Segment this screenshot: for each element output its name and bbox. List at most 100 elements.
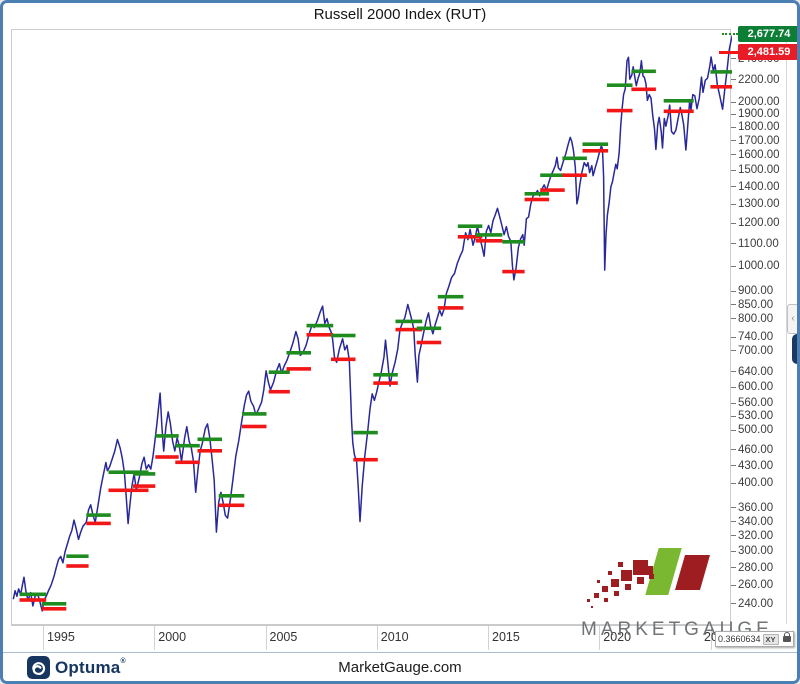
- green-level-line: [631, 69, 656, 74]
- red-level-line: [631, 87, 656, 92]
- price-axis-label: 850.00: [731, 299, 773, 312]
- price-axis-label: 430.00: [731, 460, 773, 473]
- time-axis-tick: [154, 626, 156, 650]
- red-level-line: [395, 327, 423, 332]
- panel-collapse-button[interactable]: ‹: [787, 304, 797, 334]
- axis-tick-mark: [731, 535, 736, 537]
- axis-tick-mark: [731, 603, 736, 605]
- price-chart-canvas[interactable]: [12, 30, 732, 626]
- green-level-line: [286, 351, 311, 355]
- price-axis-label: 600.00: [731, 381, 773, 394]
- green-level-line: [66, 554, 89, 558]
- red-level-line: [86, 521, 111, 526]
- logo-pixel-square: [594, 593, 599, 598]
- logo-pixel-square: [621, 570, 632, 581]
- axis-tick-mark: [731, 350, 736, 352]
- green-level-line: [502, 240, 525, 244]
- lock-icon[interactable]: [782, 632, 791, 642]
- price-axis-label: 1200.00: [731, 217, 780, 230]
- chart-title: Russell 2000 Index (RUT): [313, 6, 487, 23]
- price-axis-label: 700.00: [731, 345, 773, 358]
- time-axis-label: 2000: [158, 630, 187, 644]
- xy-mode-button[interactable]: XY: [762, 633, 779, 645]
- axis-tick-mark: [731, 290, 736, 292]
- green-level-line: [416, 326, 442, 331]
- logo-pixel-square: [618, 562, 623, 567]
- price-axis-label: 500.00: [731, 424, 773, 437]
- price-axis-label: 280.00: [731, 562, 773, 575]
- red-level-line: [218, 503, 245, 508]
- red-level-line: [524, 197, 550, 202]
- green-level-line: [562, 156, 587, 161]
- time-axis-tick: [265, 626, 267, 650]
- logo-pixel-square: [608, 571, 612, 575]
- green-level-line: [475, 233, 503, 237]
- axis-tick-mark: [731, 482, 736, 484]
- green-level-line: [606, 83, 633, 87]
- logo-pixel-square: [604, 598, 608, 602]
- price-axis-label: 2000.00: [731, 96, 780, 109]
- logo-pixel-square: [644, 566, 653, 575]
- green-level-line: [41, 602, 67, 606]
- green-level-line: [242, 412, 267, 416]
- optuma-logo: Optuma®: [27, 656, 126, 679]
- time-axis-label: 1995: [47, 630, 75, 644]
- last-price-badge: 2,677.74: [738, 26, 797, 43]
- price-axis[interactable]: 2400.002200.002000.001900.001800.001700.…: [731, 29, 797, 625]
- axis-tick-mark: [731, 584, 736, 586]
- logo-pixel-square: [649, 574, 654, 579]
- price-axis-label: 260.00: [731, 579, 773, 592]
- axis-tick-mark: [731, 58, 736, 60]
- logo-pixel-square: [602, 586, 608, 592]
- price-axis-label: 900.00: [731, 285, 773, 298]
- green-level-line: [373, 373, 398, 377]
- red-level-line: [373, 381, 398, 385]
- axis-tick-mark: [731, 140, 736, 142]
- green-level-line: [331, 333, 356, 338]
- green-level-line: [197, 437, 222, 442]
- red-level-line: [475, 239, 503, 243]
- footer: Optuma® MarketGauge.com: [3, 653, 797, 681]
- axis-tick-mark: [731, 243, 736, 245]
- red-level-line: [710, 85, 732, 89]
- footer-site-text: MarketGauge.com: [338, 659, 462, 676]
- scrollbar-thumb[interactable]: [792, 334, 797, 364]
- price-axis-label: 640.00: [731, 366, 773, 379]
- price-axis-label: 400.00: [731, 477, 773, 490]
- price-axis-label: 2200.00: [731, 74, 780, 87]
- time-axis-label: 2015: [492, 630, 520, 644]
- axis-tick-mark: [731, 415, 736, 417]
- red-level-line: [502, 269, 525, 274]
- time-axis-tick: [43, 626, 44, 650]
- price-axis-label: 1400.00: [731, 181, 780, 194]
- axis-tick-mark: [731, 386, 736, 388]
- green-level-line: [540, 173, 565, 177]
- axis-tick-mark: [731, 318, 736, 320]
- green-level-line: [395, 319, 423, 324]
- red-level-line: [606, 108, 633, 113]
- price-axis-label: 800.00: [731, 313, 773, 326]
- axis-tick-mark: [731, 113, 736, 115]
- red-level-line: [175, 460, 200, 465]
- coordinate-readout[interactable]: 0.3660634 XY: [715, 631, 794, 647]
- price-axis-label: 1900.00: [731, 108, 780, 121]
- price-axis-label: 360.00: [731, 502, 773, 515]
- red-level-line: [19, 598, 47, 602]
- axis-tick-mark: [731, 101, 736, 103]
- price-axis-label: 1800.00: [731, 121, 780, 134]
- axis-tick-mark: [731, 126, 736, 128]
- red-level-line: [306, 333, 334, 337]
- axis-tick-mark: [731, 521, 736, 523]
- green-level-line: [306, 323, 334, 328]
- chart-plot-area[interactable]: MARKETGAUGE: [11, 29, 769, 640]
- last-price-leader-line: [722, 33, 738, 36]
- green-level-line: [218, 494, 245, 498]
- red-level-line: [242, 424, 267, 429]
- logo-pixel-square: [637, 577, 644, 584]
- red-level-line: [197, 449, 222, 453]
- logo-pixel-square: [614, 591, 619, 596]
- green-level-line: [524, 192, 550, 196]
- axis-tick-mark: [731, 566, 736, 568]
- coordinate-value: 0.3660634: [718, 634, 761, 644]
